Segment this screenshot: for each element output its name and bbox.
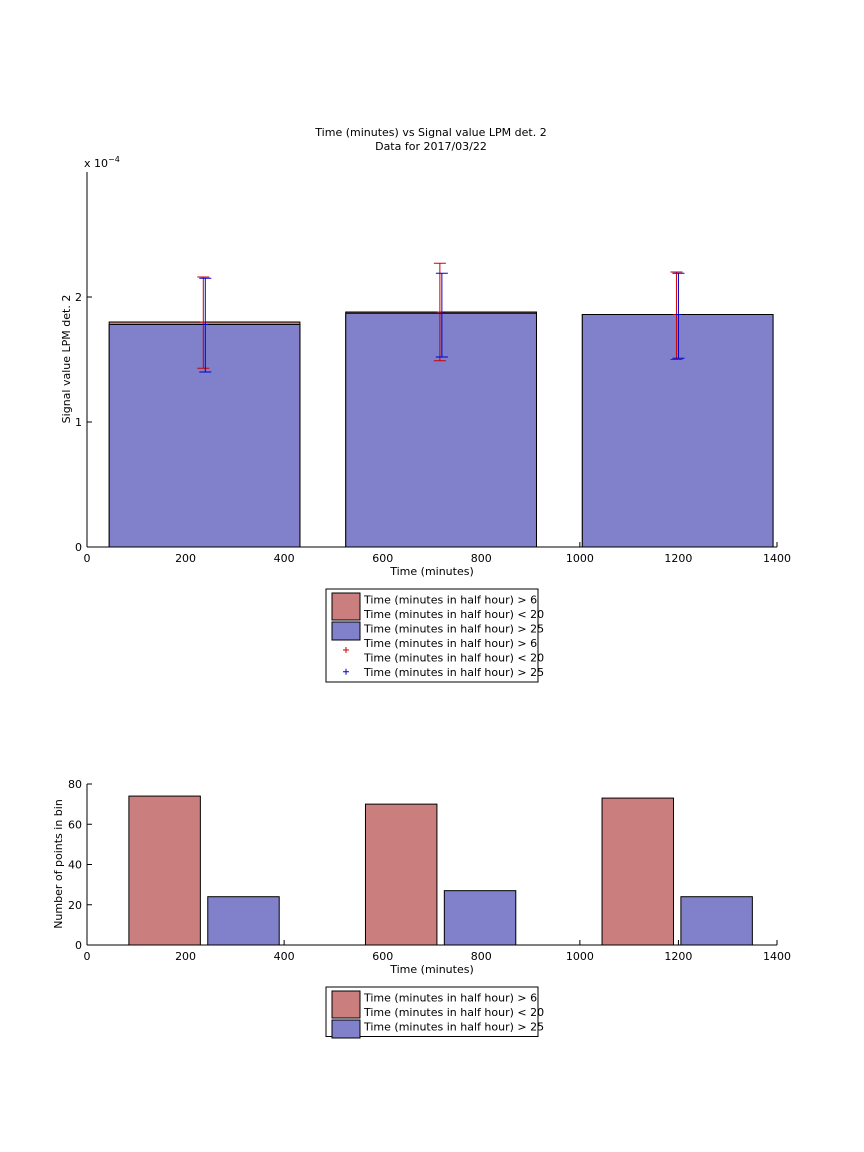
y-multiplier-exponent: −4 xyxy=(108,155,120,164)
y-multiplier-label: x 10−4 xyxy=(84,155,120,170)
bar-red xyxy=(364,803,438,946)
legend-swatch xyxy=(331,592,361,621)
x-tick-label: 200 xyxy=(175,552,196,565)
x-tick-label: 600 xyxy=(372,950,393,963)
legend-box xyxy=(325,588,539,683)
x-axis-label: Time (minutes) xyxy=(389,963,474,976)
legend-entry-label: Time (minutes in half hour) < 20 xyxy=(363,652,544,665)
legend-entry-label: Time (minutes in half hour) < 20 xyxy=(363,608,544,621)
x-tick-label: 0 xyxy=(84,950,91,963)
y-tick-label: 60 xyxy=(68,818,82,831)
x-tick-label: 0 xyxy=(84,552,91,565)
chart-subtitle: Data for 2017/03/22 xyxy=(375,140,487,153)
y-axis-label: Signal value LPM det. 2 xyxy=(60,295,73,424)
count-chart: Time (minutes) Number of points in bin 0… xyxy=(52,778,791,1039)
signal-chart: Time (minutes) vs Signal value LPM det. … xyxy=(60,126,791,683)
x-tick-label: 1000 xyxy=(566,950,594,963)
x-tick-label: 1000 xyxy=(566,552,594,565)
x-tick-label: 800 xyxy=(471,950,492,963)
x-tick-label: 1200 xyxy=(664,552,692,565)
x-tick-label: 1400 xyxy=(763,950,791,963)
chart-title: Time (minutes) vs Signal value LPM det. … xyxy=(314,126,546,139)
x-tick-label: 800 xyxy=(471,552,492,565)
legend-box xyxy=(325,986,539,1037)
y-tick-label: 40 xyxy=(68,859,82,872)
x-tick-label: 1200 xyxy=(664,950,692,963)
x-axis-label: Time (minutes) xyxy=(389,565,474,578)
y-multiplier-base: x 10 xyxy=(84,157,108,170)
legend-entry-label: Time (minutes in half hour) < 20 xyxy=(363,1006,544,1019)
y-tick-label: 0 xyxy=(75,541,82,554)
legend-swatch xyxy=(331,990,361,1019)
legend-entry-label: Time (minutes in half hour) > 25 xyxy=(363,1021,544,1034)
legend-swatch xyxy=(331,621,361,641)
bar-blue xyxy=(443,890,517,946)
bar-blue xyxy=(345,312,537,548)
y-tick-label: 2 xyxy=(75,291,82,304)
y-tick-label: 0 xyxy=(75,939,82,952)
x-tick-label: 400 xyxy=(274,950,295,963)
legend-entry-label: Time (minutes in half hour) > 6 xyxy=(363,594,537,607)
legend-entry-label: Time (minutes in half hour) > 6 xyxy=(363,637,537,650)
bar-red xyxy=(601,797,674,946)
legend-swatch xyxy=(331,1019,361,1039)
x-tick-label: 1400 xyxy=(763,552,791,565)
y-axis-label: Number of points in bin xyxy=(52,799,65,929)
bar-blue xyxy=(207,896,280,946)
x-tick-label: 400 xyxy=(274,552,295,565)
x-tick-label: 200 xyxy=(175,950,196,963)
y-tick-label: 20 xyxy=(68,899,82,912)
legend-entry-label: Time (minutes in half hour) > 25 xyxy=(363,666,544,679)
bar-red xyxy=(128,795,201,946)
bar-blue xyxy=(581,314,774,548)
bar-blue xyxy=(680,896,753,946)
y-tick-label: 80 xyxy=(68,778,82,791)
legend-entry-label: Time (minutes in half hour) > 6 xyxy=(363,992,537,1005)
x-tick-label: 600 xyxy=(372,552,393,565)
bar-blue xyxy=(108,324,301,548)
legend-entry-label: Time (minutes in half hour) > 25 xyxy=(363,623,544,636)
y-tick-label: 1 xyxy=(75,416,82,429)
